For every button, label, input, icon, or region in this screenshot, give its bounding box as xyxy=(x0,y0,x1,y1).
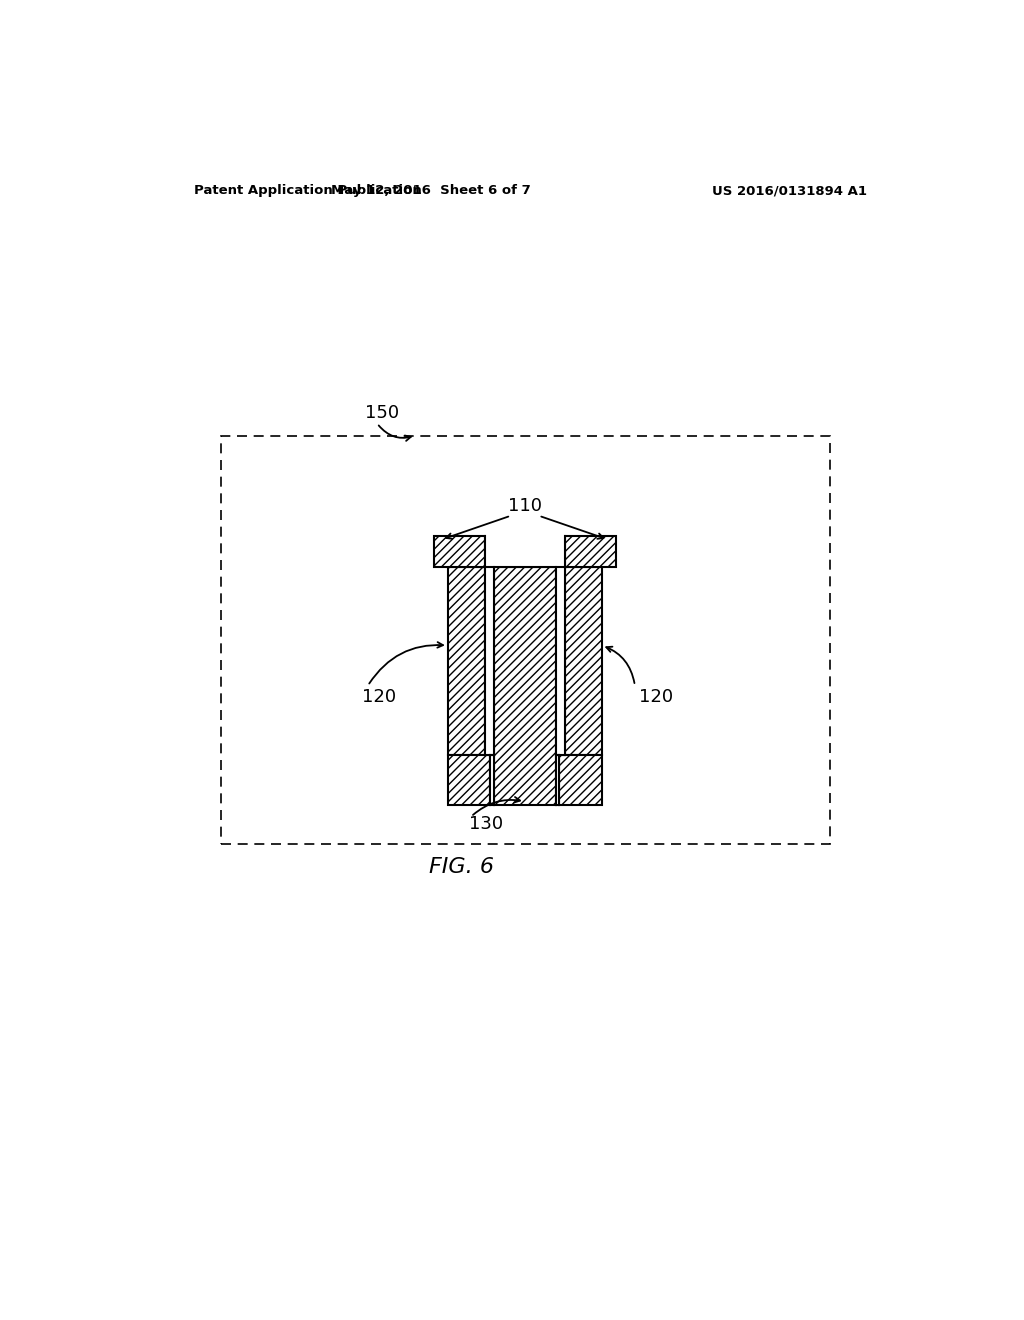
Bar xyxy=(555,566,565,756)
Bar xyxy=(484,566,495,756)
Bar xyxy=(555,755,560,807)
Text: 120: 120 xyxy=(639,689,673,706)
Text: US 2016/0131894 A1: US 2016/0131894 A1 xyxy=(712,185,867,197)
Bar xyxy=(565,536,615,566)
Text: 150: 150 xyxy=(366,404,399,421)
Bar xyxy=(489,755,495,807)
Bar xyxy=(494,566,556,805)
Text: 120: 120 xyxy=(361,689,395,706)
Bar xyxy=(447,755,490,805)
Bar xyxy=(221,436,829,843)
Text: May 12, 2016  Sheet 6 of 7: May 12, 2016 Sheet 6 of 7 xyxy=(331,185,530,197)
Text: FIG. 6: FIG. 6 xyxy=(429,857,495,876)
Text: 130: 130 xyxy=(469,816,504,833)
Text: 110: 110 xyxy=(508,498,542,515)
Bar xyxy=(559,755,602,805)
Text: Patent Application Publication: Patent Application Publication xyxy=(194,185,422,197)
Bar xyxy=(447,566,484,755)
Bar xyxy=(565,566,602,755)
Bar xyxy=(484,535,565,568)
Bar xyxy=(434,536,484,566)
